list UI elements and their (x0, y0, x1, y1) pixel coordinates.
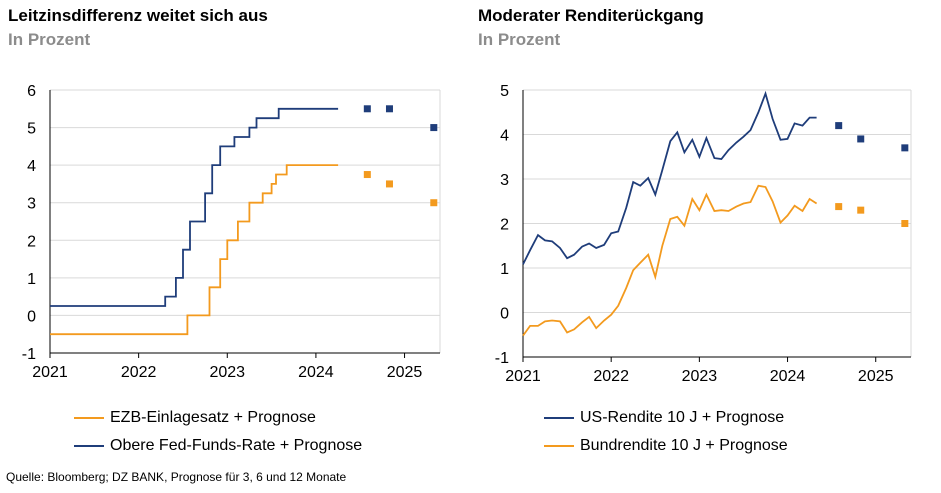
legend-label: US-Rendite 10 J + Prognose (580, 409, 785, 426)
y-tick-label: 5 (500, 83, 509, 100)
chart-plot-left: -1 0 1 2 3 4 5 6 2021 2022 2023 2024 2025 (22, 83, 441, 381)
y-tick-label: -1 (22, 346, 36, 363)
series-line-1 (522, 184, 818, 337)
legend-swatch (74, 445, 104, 447)
forecast-point (385, 180, 393, 188)
legend-label: EZB-Einlagesatz + Prognose (110, 409, 316, 426)
y-tick-label: 4 (500, 128, 509, 145)
source-note: Quelle: Bloomberg; DZ BANK, Prognose für… (6, 470, 347, 484)
forecast-point (363, 105, 371, 113)
forecast-point (901, 144, 909, 152)
forecast-point (901, 220, 909, 227)
x-tick-label: 2025 (858, 368, 894, 385)
chart-panel-left: -1 0 1 2 3 4 5 6 2021 2022 2023 2024 2025 Leitzinsdi… (0, 0, 465, 470)
series-line-0 (522, 90, 817, 265)
y-tick-label: 0 (500, 306, 509, 323)
chart-legend: US-Rendite 10 J + Prognose Bundrendite 1… (544, 404, 788, 460)
y-tick-label: 6 (27, 83, 36, 100)
x-tick-label: 2024 (770, 368, 806, 385)
legend-label: Bundrendite 10 J + Prognose (580, 437, 788, 454)
forecast-point (363, 171, 371, 179)
legend-swatch (544, 445, 574, 447)
legend-item-fed: Obere Fed-Funds-Rate + Prognose (74, 432, 362, 460)
y-tick-label: 0 (27, 308, 36, 325)
x-tick-label: 2024 (298, 364, 334, 381)
y-tick-label: 1 (27, 271, 36, 288)
y-tick-label: 5 (27, 121, 36, 138)
x-tick-label: 2023 (682, 368, 718, 385)
forecast-point (857, 206, 865, 214)
x-tick-label: 2025 (387, 364, 423, 381)
series-line-0 (50, 164, 339, 336)
x-tick-label: 2022 (121, 364, 157, 381)
legend-item-ezb: EZB-Einlagesatz + Prognose (74, 404, 362, 432)
legend-swatch (544, 417, 574, 419)
x-tick-label: 2021 (505, 368, 541, 385)
forecast-point (385, 105, 393, 113)
forecast-point (835, 203, 843, 211)
y-tick-label: -1 (495, 350, 509, 367)
chart-subtitle: In Prozent (478, 30, 561, 49)
y-tick-label: 4 (27, 158, 36, 175)
x-tick-label: 2023 (209, 364, 245, 381)
forecast-point (835, 122, 843, 130)
y-tick-label: 2 (500, 217, 509, 234)
forecast-point (430, 124, 438, 132)
x-tick-label: 2021 (32, 364, 68, 381)
y-tick-label: 3 (27, 196, 36, 213)
legend-item-us: US-Rendite 10 J + Prognose (544, 404, 788, 432)
chart-legend: EZB-Einlagesatz + Prognose Obere Fed-Fun… (74, 404, 362, 460)
chart-panel-right: -1 0 1 2 3 4 5 2021 2022 2023 2024 2025 Moderater R… (470, 0, 935, 470)
y-tick-label: 3 (500, 172, 509, 189)
forecast-point (430, 199, 438, 207)
chart-title: Moderater Renditerückgang (478, 6, 704, 25)
x-tick-label: 2022 (593, 368, 629, 385)
y-tick-label: 2 (27, 233, 36, 250)
legend-swatch (74, 417, 104, 419)
chart-subtitle: In Prozent (8, 30, 91, 49)
series-line-1 (50, 107, 339, 307)
chart-title: Leitzinsdifferenz weitet sich aus (8, 6, 268, 25)
legend-label: Obere Fed-Funds-Rate + Prognose (110, 437, 363, 454)
legend-item-bund: Bundrendite 10 J + Prognose (544, 432, 788, 460)
forecast-point (857, 135, 865, 143)
chart-plot-right: -1 0 1 2 3 4 5 2021 2022 2023 2024 2025 (495, 83, 912, 385)
y-tick-label: 1 (500, 261, 509, 278)
